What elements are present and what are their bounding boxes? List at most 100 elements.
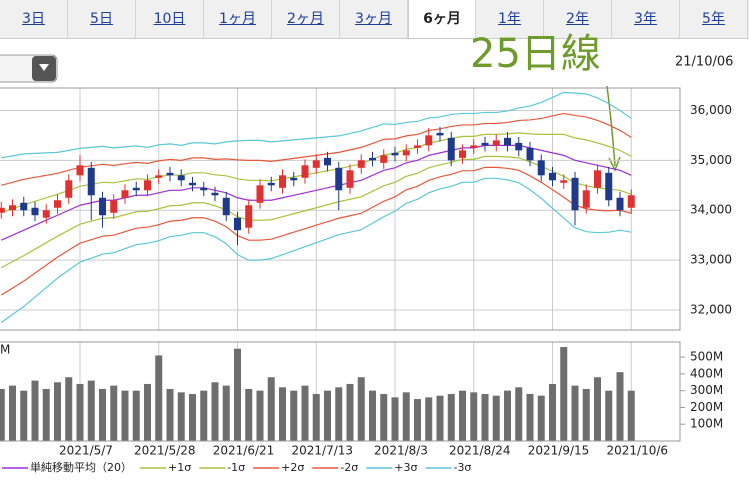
volume-bar <box>627 390 635 441</box>
candle-body <box>211 192 219 196</box>
range-tab[interactable]: 5年 <box>680 0 748 38</box>
volume-bar <box>290 390 298 441</box>
legend-label: +2σ <box>281 461 304 474</box>
x-tick-label: 2021/7/13 <box>291 444 353 458</box>
candle-body <box>279 175 286 188</box>
candle-body <box>189 182 196 186</box>
range-tab[interactable]: 5日 <box>68 0 136 38</box>
annotation: 25日線 <box>470 31 601 77</box>
candle-body <box>515 142 523 151</box>
candle-body <box>9 205 16 211</box>
volume-bar <box>414 399 421 441</box>
candle-body <box>166 172 174 176</box>
range-tab[interactable]: 3ヶ月 <box>340 0 408 38</box>
volume-bar <box>537 395 545 441</box>
volume-bar <box>234 348 241 441</box>
volume-bar <box>110 385 118 441</box>
range-tab[interactable]: 1年 <box>476 0 544 38</box>
volume-bar <box>76 383 84 441</box>
candle-body <box>447 137 455 161</box>
range-tab[interactable]: 1ヶ月 <box>204 0 272 38</box>
candle-body <box>290 177 298 181</box>
band-line <box>0 177 632 324</box>
volume-bar <box>571 385 579 441</box>
y-tick-label: 100M <box>690 417 723 431</box>
volume-bar <box>436 395 444 441</box>
candle-body <box>324 157 331 166</box>
plot-frame <box>0 341 681 442</box>
candle-body <box>0 207 5 213</box>
legend-label: -1σ <box>227 461 245 474</box>
range-tab[interactable]: 2ヶ月 <box>272 0 340 38</box>
volume-bar <box>560 347 568 441</box>
candle-body <box>594 170 601 188</box>
candle-body <box>312 160 320 168</box>
y-tick-label: 300M <box>690 383 723 397</box>
volume-bar <box>144 383 151 441</box>
legend-label: +1σ <box>168 461 191 474</box>
volume-bar <box>121 390 129 441</box>
candle-body <box>436 132 444 136</box>
volume-bar <box>447 394 455 441</box>
volume-bar <box>357 377 365 441</box>
volume-bar <box>582 388 590 441</box>
candle-body <box>335 167 343 191</box>
candle-body <box>200 187 208 191</box>
candle-body <box>99 197 106 216</box>
volume-bar <box>155 355 163 441</box>
candle-body <box>144 180 151 191</box>
candle-body <box>571 177 579 211</box>
volume-bar <box>594 377 601 441</box>
candle-body <box>481 142 489 146</box>
candle-body <box>414 145 421 148</box>
candle-body <box>110 200 118 213</box>
x-tick-label: 2021/9/15 <box>528 444 590 458</box>
volume-bar <box>99 388 106 441</box>
volume-bar <box>132 390 140 441</box>
volume-bar <box>470 392 478 441</box>
candle-body <box>155 175 163 178</box>
range-tab[interactable]: 6ヶ月 <box>408 0 476 38</box>
candle-body <box>31 207 39 216</box>
range-tabs: 3日 5日 10日 1ヶ月 2ヶ月 3ヶ月 6ヶ月 1年 2年 3年 5年 <box>0 0 749 39</box>
annotation-arrowhead <box>608 156 621 172</box>
candle-body <box>402 150 410 156</box>
band-line <box>1 91 632 159</box>
volume-bar <box>9 385 16 441</box>
volume-bar <box>515 387 523 441</box>
range-tab[interactable]: 3日 <box>0 0 68 38</box>
volume-bar <box>391 397 399 441</box>
candle-body <box>76 165 84 176</box>
volume-bar <box>312 394 320 441</box>
volume-bar <box>605 390 613 441</box>
volume-bar <box>267 377 275 441</box>
candle-body <box>42 210 50 218</box>
candle-body <box>380 155 388 163</box>
candle-body <box>504 137 511 146</box>
volume-bar <box>369 390 376 441</box>
candle-body <box>357 160 365 168</box>
volume-bar <box>492 395 500 441</box>
candle-body <box>549 172 556 181</box>
legend-label: 単純移動平均（20） <box>30 460 132 474</box>
candle-body <box>177 175 185 181</box>
range-tab[interactable]: 10日 <box>136 0 204 38</box>
y-tick-label: 33,000 <box>690 253 732 267</box>
candle-body <box>267 182 275 186</box>
candle-body <box>234 217 241 231</box>
candle-body <box>425 135 433 146</box>
candle-body <box>526 147 534 161</box>
candle-body <box>256 185 264 203</box>
volume-bar <box>54 382 61 441</box>
candle-body <box>605 172 613 201</box>
y-tick-label: 200M <box>690 400 723 414</box>
candle-body <box>616 197 624 211</box>
volume-bar <box>200 390 208 441</box>
range-tab[interactable]: 3年 <box>612 0 680 38</box>
volume-bar <box>256 390 264 441</box>
volume-bar <box>346 383 354 441</box>
candle-body <box>20 202 28 211</box>
volume-bar <box>301 385 309 441</box>
range-tab[interactable]: 2年 <box>544 0 612 38</box>
